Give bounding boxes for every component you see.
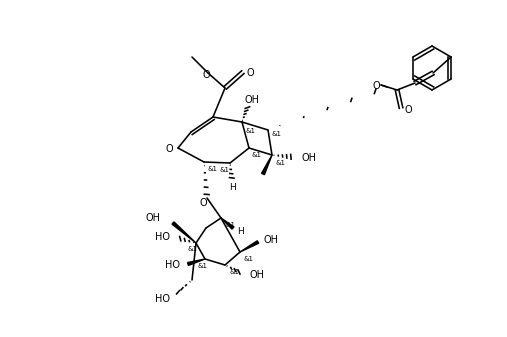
Text: &1: &1	[187, 246, 197, 252]
Text: OH: OH	[264, 235, 279, 245]
Text: OH: OH	[146, 213, 161, 223]
Text: OH: OH	[244, 95, 260, 105]
Text: &1: &1	[275, 160, 285, 166]
Polygon shape	[221, 218, 234, 229]
Polygon shape	[240, 241, 259, 252]
Text: H: H	[237, 227, 243, 237]
Text: &1: &1	[244, 256, 254, 262]
Text: O: O	[404, 105, 412, 115]
Text: &1: &1	[198, 263, 208, 269]
Text: &1: &1	[220, 167, 230, 173]
Text: O: O	[202, 70, 210, 80]
Text: HO: HO	[155, 294, 170, 304]
Text: OH: OH	[249, 270, 264, 280]
Polygon shape	[172, 222, 196, 243]
Text: &1: &1	[252, 152, 262, 158]
Text: O: O	[165, 144, 173, 154]
Text: O: O	[199, 198, 207, 208]
Polygon shape	[188, 259, 205, 266]
Text: OH: OH	[301, 153, 316, 163]
Text: &1: &1	[225, 222, 235, 228]
Text: &1: &1	[207, 166, 217, 172]
Text: HO: HO	[165, 260, 180, 270]
Text: O: O	[246, 68, 254, 78]
Text: HO: HO	[155, 232, 170, 242]
Text: O: O	[372, 81, 380, 91]
Text: &1: &1	[245, 128, 255, 134]
Text: H: H	[230, 183, 236, 191]
Text: &1: &1	[272, 131, 282, 137]
Polygon shape	[262, 155, 272, 175]
Text: &1: &1	[229, 269, 239, 275]
